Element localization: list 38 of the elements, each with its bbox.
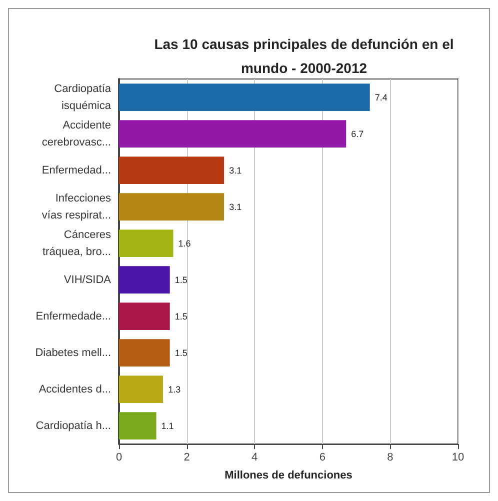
data-label: 1.1 [161,420,174,431]
bar [119,266,170,294]
y-tick-label: Enfermedad... [42,164,111,176]
x-tick-label: 4 [252,452,258,464]
data-label: 3.1 [229,165,242,176]
y-tick-label: Accidentes d... [38,383,111,396]
bar [119,84,370,111]
bar [119,156,224,184]
chart-title: Las 10 causas principales de defunción en el mundo - 2000-2012 [154,36,454,76]
y-tick-label: Diabetes mell... [35,346,111,359]
bar [119,376,164,403]
y-tick-label: Enfermedade... [36,310,111,322]
data-label: 6.7 [351,128,364,139]
y-tick-label: Cardiopatía h... [36,420,111,432]
data-label: 7.4 [374,92,388,102]
bar [119,193,224,220]
y-tick-label: Cánceres tráquea, bro... [42,228,112,258]
data-label: 3.1 [229,202,242,212]
x-tick-label: 8 [387,452,394,464]
data-label: 1.3 [168,384,181,394]
x-tick-label: 2 [184,452,190,464]
x-tick-label: 6 [319,452,326,464]
data-label: 1.5 [174,311,188,322]
data-label: 1.6 [178,238,191,248]
x-axis-title: Millones de defunciones [224,470,352,482]
data-label: 1.5 [174,348,188,358]
bar [119,230,174,257]
y-tick-label: Cardiopatía isquémica [54,82,112,112]
x-tick-label: 10 [452,452,464,464]
y-tick-label: VIH/SIDA [64,274,112,286]
bar [119,412,156,440]
bar [119,339,170,366]
bar [119,302,170,330]
y-tick-label: Infecciones vías respirat... [42,192,112,222]
y-tick-label: Accidente cerebrovasc... [42,119,111,148]
bar [119,120,346,148]
data-label: 1.5 [174,274,188,285]
x-tick-label: 0 [116,452,122,464]
